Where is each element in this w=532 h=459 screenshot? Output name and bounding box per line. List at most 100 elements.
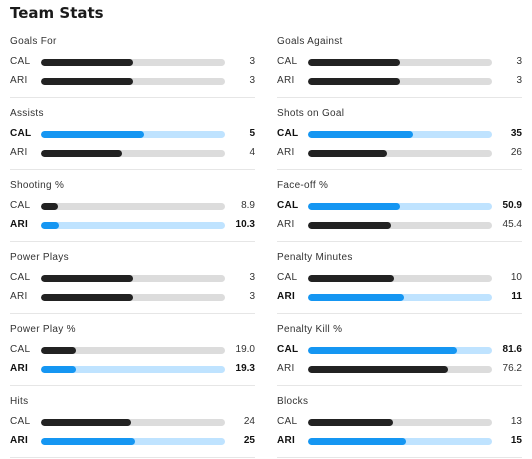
stat-bar-track xyxy=(41,294,225,301)
team-name: CAL xyxy=(10,344,31,355)
stat-bar-fill xyxy=(308,438,406,445)
stat-bar-fill xyxy=(308,294,404,301)
team-row: ARI 11 xyxy=(277,291,522,303)
team-row: ARI 3 xyxy=(277,75,522,87)
stat-value: 15 xyxy=(510,435,522,446)
team-name: ARI xyxy=(277,435,296,446)
stat-bar-fill xyxy=(41,78,133,85)
stat-value: 50.9 xyxy=(502,200,522,211)
stat-value: 81.6 xyxy=(502,344,522,355)
stat-bar-fill xyxy=(308,78,400,85)
team-name: CAL xyxy=(277,56,298,67)
stat-bar-track xyxy=(41,347,225,354)
stat-value: 24 xyxy=(243,416,255,427)
team-name: ARI xyxy=(277,147,295,158)
stat-bar-track xyxy=(308,294,492,301)
team-name: ARI xyxy=(10,219,29,230)
stat-label: Power Plays xyxy=(10,252,69,263)
stat-bar-track xyxy=(308,275,492,282)
stat-bar-track xyxy=(308,366,492,373)
stat-bar-track xyxy=(308,78,492,85)
team-row: CAL 10 xyxy=(277,272,522,284)
stat-bar-fill xyxy=(41,294,133,301)
stat-bar-track xyxy=(308,59,492,66)
stat-value: 3 xyxy=(516,56,522,67)
stat-label: Power Play % xyxy=(10,324,76,335)
stat-label: Penalty Kill % xyxy=(277,324,343,335)
team-name: CAL xyxy=(277,128,299,139)
team-row: CAL 5 xyxy=(10,128,255,140)
team-row: CAL 8.9 xyxy=(10,200,255,212)
team-name: ARI xyxy=(10,291,28,302)
team-name: CAL xyxy=(277,200,299,211)
stat-bar-fill xyxy=(41,150,122,157)
stat-label: Face-off % xyxy=(277,180,329,191)
stat-hits: Hits CAL 24 ARI 25 xyxy=(10,386,255,458)
stat-bar-track xyxy=(308,438,492,445)
team-row: ARI 26 xyxy=(277,147,522,159)
team-row: ARI 4 xyxy=(10,147,255,159)
team-row: ARI 45.4 xyxy=(277,219,522,231)
stat-bar-fill xyxy=(41,366,76,373)
team-name: ARI xyxy=(10,363,29,374)
stat-bar-track xyxy=(308,131,492,138)
team-name: ARI xyxy=(10,75,28,86)
stat-assists: Assists CAL 5 ARI 4 xyxy=(10,98,255,170)
stat-bar-track xyxy=(41,131,225,138)
team-row: CAL 24 xyxy=(10,416,255,428)
stat-bar-fill xyxy=(41,222,60,229)
team-name: ARI xyxy=(277,363,295,374)
team-row: ARI 3 xyxy=(10,75,255,87)
stat-value: 3 xyxy=(249,56,255,67)
team-row: ARI 3 xyxy=(10,291,255,303)
stat-bar-fill xyxy=(308,419,393,426)
stat-bar-track xyxy=(308,347,492,354)
stat-bar-fill xyxy=(308,203,400,210)
team-name: CAL xyxy=(10,416,31,427)
team-name: ARI xyxy=(277,219,295,230)
stat-bar-fill xyxy=(41,275,133,282)
stat-bar-track xyxy=(41,438,225,445)
stat-bar-track xyxy=(41,150,225,157)
stat-bar-track xyxy=(41,419,225,426)
stat-value: 35 xyxy=(510,128,522,139)
team-row: ARI 15 xyxy=(277,435,522,447)
stat-penalty-minutes: Penalty Minutes CAL 10 ARI 11 xyxy=(277,242,522,314)
stat-bar-fill xyxy=(308,59,400,66)
stat-goals-against: Goals Against CAL 3 ARI 3 xyxy=(277,26,522,98)
team-row: ARI 76.2 xyxy=(277,363,522,375)
stat-shooting-pct: Shooting % CAL 8.9 ARI 10.3 xyxy=(10,170,255,242)
stat-bar-track xyxy=(41,78,225,85)
team-name: CAL xyxy=(277,272,298,283)
stat-bar-track xyxy=(41,222,225,229)
stat-bar-fill xyxy=(308,150,388,157)
stat-value: 10 xyxy=(510,272,522,283)
stat-bar-fill xyxy=(41,347,76,354)
team-row: ARI 19.3 xyxy=(10,363,255,375)
stat-bar-fill xyxy=(308,222,391,229)
team-name: ARI xyxy=(10,147,28,158)
stat-bar-track xyxy=(308,222,492,229)
team-row: ARI 10.3 xyxy=(10,219,255,231)
stat-bar-fill xyxy=(41,438,135,445)
stat-value: 26 xyxy=(510,147,522,158)
stat-bar-fill xyxy=(41,419,132,426)
stat-blocks: Blocks CAL 13 ARI 15 xyxy=(277,386,522,458)
team-name: ARI xyxy=(277,291,296,302)
stat-goals-for: Goals For CAL 3 ARI 3 xyxy=(10,26,255,98)
stat-label: Shots on Goal xyxy=(277,108,345,119)
team-row: CAL 3 xyxy=(277,56,522,68)
stat-value: 19.3 xyxy=(235,363,255,374)
team-name: CAL xyxy=(277,344,299,355)
stat-value: 4 xyxy=(249,147,255,158)
stat-value: 5 xyxy=(249,128,255,139)
stat-bar-fill xyxy=(308,131,413,138)
stat-bar-track xyxy=(308,150,492,157)
stat-value: 11 xyxy=(511,291,522,302)
team-row: CAL 13 xyxy=(277,416,522,428)
stat-faceoff-pct: Face-off % CAL 50.9 ARI 45.4 xyxy=(277,170,522,242)
stat-label: Goals For xyxy=(10,36,57,47)
stat-bar-fill xyxy=(308,347,458,354)
team-row: CAL 3 xyxy=(10,272,255,284)
team-name: CAL xyxy=(10,128,32,139)
